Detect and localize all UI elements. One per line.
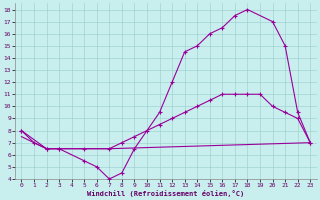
X-axis label: Windchill (Refroidissement éolien,°C): Windchill (Refroidissement éolien,°C) <box>87 190 244 197</box>
